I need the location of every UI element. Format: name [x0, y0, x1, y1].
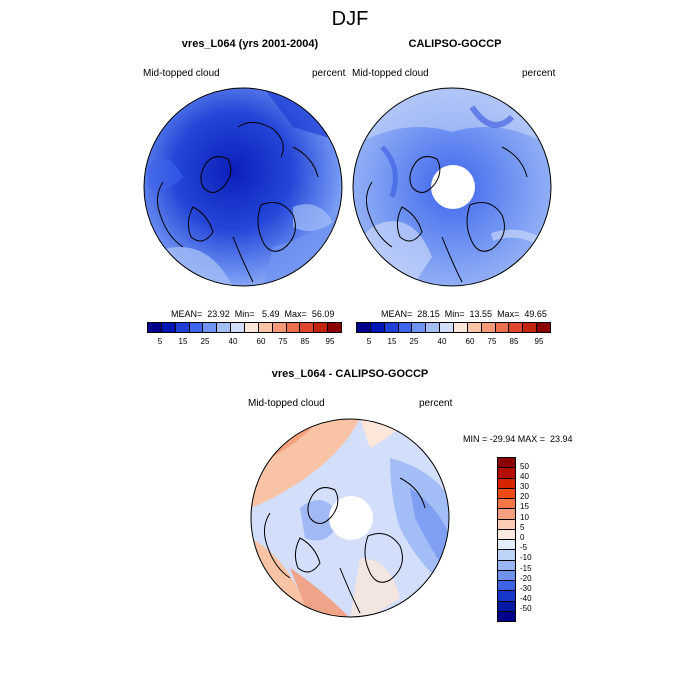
colorbar-swatch [498, 478, 515, 489]
colorbar-swatch [481, 323, 496, 332]
colorbar-swatch [498, 611, 515, 621]
colorbar-swatch [495, 323, 510, 332]
diff-colorbar-swatches [497, 457, 516, 622]
panel1-colorbar [147, 322, 342, 333]
panel1-variable: Mid-topped cloud [143, 68, 220, 79]
colorbar-swatch [272, 323, 287, 332]
colorbar-swatch [454, 323, 468, 332]
colorbar-tick-label: 30 [520, 482, 529, 491]
diff-variable: Mid-topped cloud [248, 398, 325, 409]
colorbar-swatch [498, 591, 515, 602]
colorbar-tick-label: 75 [487, 337, 497, 346]
panel2-variable: Mid-topped cloud [352, 68, 429, 79]
diff-colorbar [497, 457, 516, 622]
colorbar-swatch [398, 323, 413, 332]
colorbar-swatch [498, 509, 515, 520]
colorbar-tick-label: 40 [228, 337, 238, 346]
colorbar-swatch [148, 323, 162, 332]
colorbar-swatch [217, 323, 232, 332]
colorbar-swatch [498, 468, 515, 479]
diff-polar-map [250, 418, 450, 618]
colorbar-swatch [537, 323, 551, 332]
colorbar-swatch [498, 488, 515, 499]
colorbar-tick-label: -10 [520, 553, 532, 562]
colorbar-swatch [370, 323, 385, 332]
colorbar-swatch [286, 323, 301, 332]
colorbar-swatch [314, 323, 329, 332]
colorbar-tick-label: 50 [520, 462, 529, 471]
colorbar-swatch [498, 499, 515, 510]
colorbar-tick-label: 15 [387, 337, 397, 346]
colorbar-swatch [467, 323, 482, 332]
colorbar-tick-label: 60 [465, 337, 475, 346]
season-title: DJF [331, 8, 369, 30]
colorbar-tick-label: 15 [178, 337, 188, 346]
colorbar-tick-label: 5 [157, 337, 163, 346]
colorbar-tick-label: 75 [278, 337, 288, 346]
panel2-units: percent [522, 68, 556, 79]
diff-title: vres_L064 - CALIPSO-GOCCP [271, 368, 429, 380]
colorbar-swatch [440, 323, 455, 332]
colorbar-tick-label: 95 [325, 337, 335, 346]
colorbar-tick-label: 25 [200, 337, 210, 346]
colorbar-swatch [498, 581, 515, 592]
colorbar-swatch [231, 323, 246, 332]
colorbar-swatch [498, 458, 515, 469]
colorbar-swatch [258, 323, 273, 332]
panel1-stats: MEAN= 23.92 Min= 5.49 Max= 56.09 [171, 309, 335, 319]
colorbar-tick-label: 85 [509, 337, 519, 346]
panel1-units: percent [312, 68, 346, 79]
colorbar-tick-label: 5 [520, 523, 525, 532]
colorbar-tick-label: 20 [520, 492, 529, 501]
colorbar-swatch [189, 323, 204, 332]
colorbar-swatch [498, 560, 515, 571]
diff-stats: MIN = -29.94 MAX = 23.94 [463, 434, 573, 444]
colorbar-tick-label: 40 [520, 472, 529, 481]
panel2-colorbar-swatches [356, 322, 551, 333]
panel2-title: CALIPSO-GOCCP [408, 38, 502, 50]
colorbar-tick-label: -15 [520, 564, 532, 573]
panel1-colorbar-swatches [147, 322, 342, 333]
panel2-colorbar [356, 322, 551, 333]
colorbar-swatch [245, 323, 259, 332]
colorbar-swatch [523, 323, 538, 332]
colorbar-swatch [498, 519, 515, 530]
colorbar-swatch [498, 529, 515, 540]
colorbar-tick-label: 10 [520, 513, 529, 522]
colorbar-swatch [161, 323, 176, 332]
colorbar-tick-label: -5 [520, 543, 528, 552]
colorbar-tick-label: 5 [366, 337, 372, 346]
colorbar-swatch [498, 570, 515, 581]
panel2-polar-map [352, 87, 552, 287]
colorbar-tick-label: -30 [520, 584, 532, 593]
colorbar-tick-label: 25 [409, 337, 419, 346]
colorbar-tick-label: 60 [256, 337, 266, 346]
colorbar-swatch [357, 323, 371, 332]
colorbar-swatch [426, 323, 441, 332]
colorbar-swatch [300, 323, 315, 332]
colorbar-tick-label: -50 [520, 604, 532, 613]
colorbar-tick-label: 40 [437, 337, 447, 346]
colorbar-swatch [509, 323, 524, 332]
colorbar-tick-label: -20 [520, 574, 532, 583]
colorbar-tick-label: 95 [534, 337, 544, 346]
colorbar-swatch [498, 540, 515, 551]
diff-units: percent [419, 398, 453, 409]
colorbar-tick-label: 15 [520, 502, 529, 511]
colorbar-swatch [175, 323, 190, 332]
colorbar-swatch [412, 323, 427, 332]
colorbar-swatch [384, 323, 399, 332]
colorbar-tick-label: -40 [520, 594, 532, 603]
panel1-title: vres_L064 (yrs 2001-2004) [181, 38, 319, 50]
panel2-stats: MEAN= 28.15 Min= 13.55 Max= 49.65 [381, 309, 547, 319]
colorbar-swatch [328, 323, 342, 332]
colorbar-swatch [203, 323, 218, 332]
colorbar-tick-label: 85 [300, 337, 310, 346]
colorbar-swatch [498, 601, 515, 612]
colorbar-tick-label: 0 [520, 533, 525, 542]
colorbar-swatch [498, 550, 515, 561]
panel1-polar-map [143, 87, 343, 287]
